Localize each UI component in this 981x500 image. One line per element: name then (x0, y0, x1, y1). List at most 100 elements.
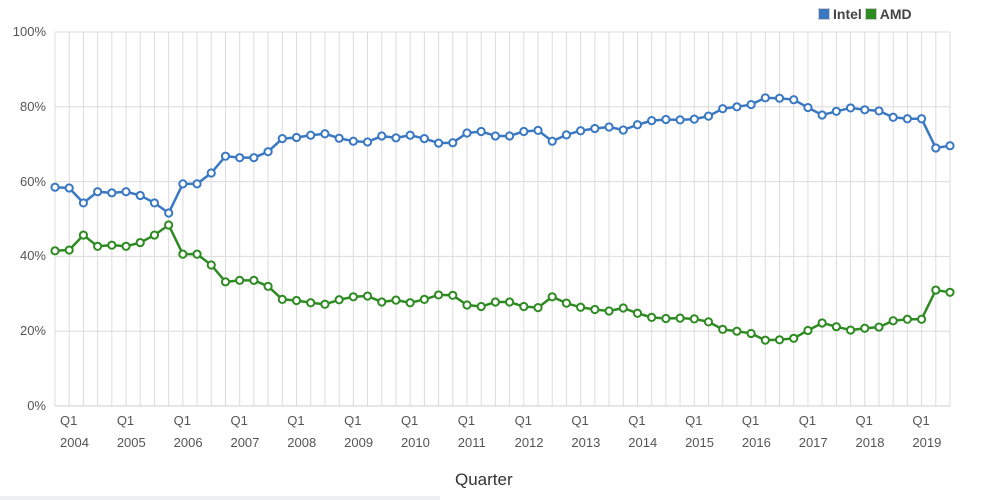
amd-data-point[interactable] (405, 298, 415, 308)
amd-data-point[interactable] (561, 298, 572, 308)
intel-data-point[interactable] (902, 114, 912, 124)
amd-data-point[interactable] (334, 295, 344, 305)
amd-data-point[interactable] (519, 301, 529, 312)
amd-data-point[interactable] (888, 316, 898, 326)
intel-data-point[interactable] (192, 179, 202, 189)
amd-data-point[interactable] (64, 245, 74, 255)
amd-data-point[interactable] (391, 295, 401, 305)
intel-data-point[interactable] (391, 133, 401, 143)
intel-data-point[interactable] (916, 114, 927, 124)
intel-data-point[interactable] (220, 151, 231, 161)
intel-data-point[interactable] (348, 136, 358, 146)
intel-data-point[interactable] (533, 125, 543, 135)
intel-data-point[interactable] (78, 198, 89, 208)
amd-data-point[interactable] (348, 292, 358, 302)
intel-data-point[interactable] (64, 183, 74, 193)
amd-data-point[interactable] (916, 314, 927, 324)
amd-data-point[interactable] (760, 335, 770, 345)
amd-data-point[interactable] (93, 241, 103, 251)
amd-data-point[interactable] (263, 281, 273, 291)
intel-data-point[interactable] (476, 126, 486, 137)
intel-data-point[interactable] (93, 187, 103, 197)
intel-data-point[interactable] (505, 131, 515, 141)
amd-data-point[interactable] (803, 325, 813, 336)
amd-data-point[interactable] (590, 304, 600, 315)
amd-data-point[interactable] (632, 308, 643, 318)
legend-item-intel[interactable]: Intel (818, 6, 862, 22)
intel-data-point[interactable] (448, 138, 458, 148)
intel-data-point[interactable] (931, 143, 941, 153)
intel-data-point[interactable] (760, 93, 770, 103)
amd-data-point[interactable] (746, 328, 756, 339)
intel-data-point[interactable] (306, 130, 316, 140)
amd-data-point[interactable] (164, 220, 174, 230)
intel-data-point[interactable] (263, 147, 273, 157)
intel-data-point[interactable] (860, 105, 870, 115)
amd-data-point[interactable] (78, 230, 89, 240)
intel-data-point[interactable] (249, 153, 259, 163)
intel-data-point[interactable] (377, 131, 387, 141)
amd-data-point[interactable] (774, 335, 785, 345)
intel-data-point[interactable] (874, 106, 884, 116)
amd-data-point[interactable] (831, 322, 841, 332)
amd-data-point[interactable] (192, 249, 202, 259)
intel-data-point[interactable] (135, 190, 145, 201)
amd-data-point[interactable] (206, 260, 216, 270)
intel-data-point[interactable] (888, 112, 898, 122)
amd-data-point[interactable] (377, 297, 387, 307)
intel-data-point[interactable] (632, 120, 643, 130)
amd-data-point[interactable] (433, 290, 444, 300)
amd-data-point[interactable] (675, 313, 685, 323)
amd-data-point[interactable] (121, 241, 131, 251)
amd-data-point[interactable] (533, 303, 543, 313)
amd-data-point[interactable] (689, 314, 699, 324)
amd-data-point[interactable] (462, 300, 472, 310)
intel-data-point[interactable] (334, 133, 344, 143)
intel-data-point[interactable] (945, 141, 955, 151)
intel-data-point[interactable] (121, 187, 131, 197)
amd-data-point[interactable] (860, 323, 870, 333)
intel-data-point[interactable] (490, 131, 500, 141)
amd-data-point[interactable] (306, 298, 316, 308)
intel-data-point[interactable] (675, 115, 685, 125)
intel-data-point[interactable] (789, 95, 799, 105)
legend-item-amd[interactable]: AMD (864, 6, 912, 22)
amd-data-point[interactable] (647, 312, 657, 322)
intel-data-point[interactable] (703, 111, 714, 121)
intel-data-point[interactable] (277, 133, 287, 144)
amd-data-point[interactable] (703, 317, 714, 327)
intel-data-point[interactable] (320, 129, 330, 139)
amd-data-point[interactable] (618, 303, 628, 313)
intel-data-point[interactable] (590, 123, 600, 134)
amd-data-point[interactable] (945, 287, 955, 297)
intel-data-point[interactable] (746, 99, 756, 110)
intel-data-point[interactable] (732, 102, 742, 112)
amd-data-point[interactable] (448, 290, 458, 300)
amd-data-point[interactable] (107, 240, 117, 250)
amd-data-point[interactable] (178, 249, 188, 259)
intel-data-point[interactable] (689, 114, 699, 124)
intel-data-point[interactable] (618, 125, 628, 135)
amd-data-point[interactable] (419, 294, 429, 305)
intel-data-point[interactable] (576, 126, 586, 136)
amd-data-point[interactable] (718, 324, 728, 334)
amd-data-point[interactable] (320, 299, 330, 309)
amd-data-point[interactable] (931, 285, 941, 295)
amd-data-point[interactable] (291, 295, 302, 306)
amd-data-point[interactable] (902, 314, 912, 324)
intel-data-point[interactable] (362, 137, 373, 147)
intel-data-point[interactable] (291, 132, 302, 143)
amd-data-point[interactable] (547, 292, 557, 302)
intel-data-point[interactable] (803, 102, 813, 113)
amd-data-point[interactable] (476, 301, 486, 312)
intel-data-point[interactable] (774, 93, 785, 103)
amd-data-point[interactable] (874, 322, 884, 332)
intel-data-point[interactable] (419, 133, 429, 144)
amd-data-point[interactable] (235, 275, 245, 285)
intel-data-point[interactable] (718, 104, 728, 114)
amd-data-point[interactable] (50, 246, 60, 256)
intel-data-point[interactable] (462, 128, 472, 138)
intel-data-point[interactable] (547, 136, 557, 146)
intel-data-point[interactable] (50, 182, 60, 192)
amd-data-point[interactable] (135, 237, 145, 248)
